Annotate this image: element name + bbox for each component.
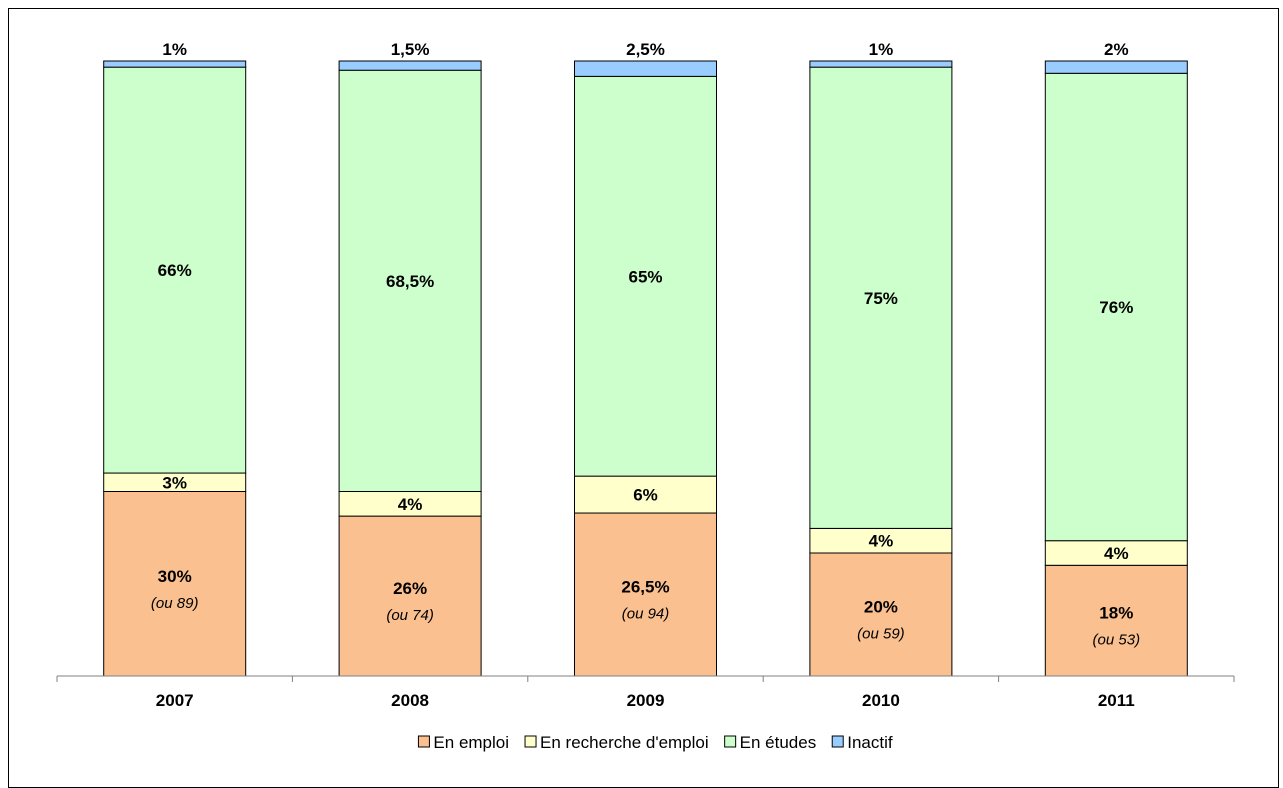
x-tick-label: 2007 — [156, 691, 194, 710]
data-label: 1% — [869, 40, 894, 59]
data-label: 6% — [633, 486, 658, 505]
x-axis: 2007 2008 2009 2010 2011 — [56, 675, 1235, 710]
data-sublabel: (ou 53) — [1093, 632, 1141, 649]
data-label: 18% — [1099, 604, 1133, 623]
data-label: 2,5% — [626, 40, 665, 59]
bar-segment-inactif-2007 — [103, 60, 247, 68]
legend-label: En recherche d'emploi — [540, 733, 709, 752]
bar-segment-inactif-2011 — [1044, 60, 1188, 74]
data-label: 30% — [158, 567, 192, 586]
data-label: 1,5% — [391, 40, 430, 59]
x-tick-label: 2009 — [627, 691, 665, 710]
data-sublabel: (ou 89) — [151, 595, 199, 612]
data-label: 66% — [158, 261, 192, 280]
legend-label: En emploi — [433, 733, 509, 752]
legend: En emploi En recherche d'emploi En études I… — [417, 733, 893, 752]
data-label: 75% — [864, 289, 898, 308]
data-label: 76% — [1099, 298, 1133, 317]
data-sublabel: (ou 74) — [386, 607, 434, 624]
bar-segment-en-recherche-d-emploi-2008 — [338, 491, 482, 517]
data-label: 2% — [1104, 40, 1129, 59]
legend-label: Inactif — [847, 733, 893, 752]
bar-segment-en-emploi-2011 — [1044, 564, 1188, 677]
bar-segment-en-emploi-2010 — [809, 552, 953, 677]
data-label: 1% — [162, 40, 187, 59]
x-tick-label: 2010 — [862, 691, 900, 710]
bar-segment-en-emploi-2007 — [103, 491, 247, 677]
x-tick-label: 2011 — [1098, 691, 1135, 710]
bar-segment-inactif-2009 — [574, 60, 717, 77]
bar-segment-en-recherche-d-emploi-2010 — [809, 527, 953, 554]
data-label: 3% — [162, 473, 187, 492]
bar-segment-inactif-2008 — [338, 60, 482, 71]
bar-segment-en-emploi-2009 — [574, 512, 717, 677]
legend-swatch — [417, 735, 430, 748]
bar-segment-en-recherche-d-emploi-2009 — [574, 475, 717, 514]
bar-segment-en-tudes-2008 — [338, 69, 482, 492]
legend-label: En études — [740, 733, 817, 752]
data-label: 65% — [628, 267, 662, 286]
legend-swatch — [524, 735, 537, 748]
data-label: 4% — [869, 532, 894, 551]
data-sublabel: (ou 59) — [857, 626, 905, 643]
data-label: 68,5% — [386, 272, 434, 291]
x-tick-label: 2008 — [391, 691, 429, 710]
data-label: 20% — [864, 598, 898, 617]
data-sublabel: (ou 94) — [622, 606, 670, 623]
data-label: 26,5% — [621, 578, 669, 597]
legend-swatch — [831, 735, 844, 748]
bars-group — [103, 60, 1188, 677]
data-label: 4% — [398, 495, 423, 514]
stacked-bar-chart: 30% (ou 89) 3% 66% 1% 26% (ou 74) 4% 68,5% 1,5% 26… — [56, 40, 1235, 752]
legend-swatch — [724, 735, 737, 748]
data-label: 26% — [393, 579, 427, 598]
bar-segment-en-tudes-2010 — [809, 66, 953, 529]
bar-segment-inactif-2010 — [809, 60, 953, 68]
bar-segment-en-tudes-2011 — [1044, 72, 1188, 542]
data-label: 4% — [1104, 544, 1129, 563]
bar-segment-en-tudes-2007 — [103, 66, 247, 474]
bar-labels-group: 30% (ou 89) 3% 66% 1% 26% (ou 74) 4% 68,5% 1,5% 26… — [151, 40, 1140, 649]
